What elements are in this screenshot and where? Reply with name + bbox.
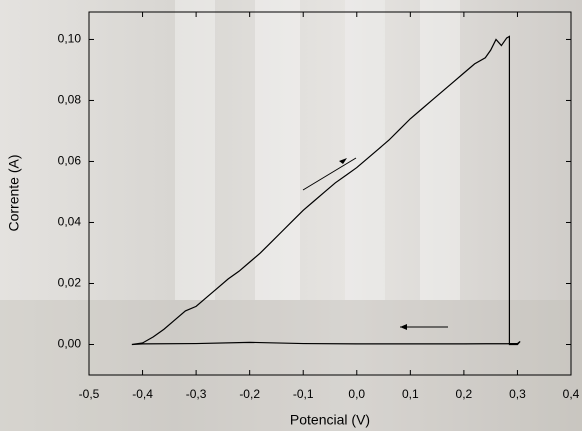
x-tick-label: -0,1	[293, 387, 314, 401]
y-tick-label: 0,02	[58, 276, 82, 290]
x-axis-label: Potencial (V)	[290, 412, 370, 428]
x-tick-label: -0,5	[79, 387, 100, 401]
plot-frame	[88, 11, 572, 376]
y-tick-label: 0,08	[58, 93, 82, 107]
arrow	[302, 157, 357, 191]
arrow-head	[339, 158, 347, 164]
x-tick-label: 0,3	[509, 387, 526, 401]
x-tick-label: 0,0	[348, 387, 365, 401]
data-line	[131, 35, 521, 346]
x-tick-label: 0,4	[563, 387, 580, 401]
x-tick-label: -0,2	[239, 387, 260, 401]
x-tick-label: 0,2	[456, 387, 473, 401]
y-tick-label: 0,06	[58, 154, 82, 168]
y-tick-label: 0,04	[58, 215, 82, 229]
arrow-head	[400, 324, 407, 330]
x-tick-label: -0,4	[132, 387, 153, 401]
y-tick-label: 0,00	[58, 337, 82, 351]
y-axis-label: Corrente (A)	[6, 154, 22, 231]
y-tick-label: 0,10	[58, 32, 82, 46]
x-tick-label: 0,1	[402, 387, 419, 401]
x-tick-label: -0,3	[186, 387, 207, 401]
